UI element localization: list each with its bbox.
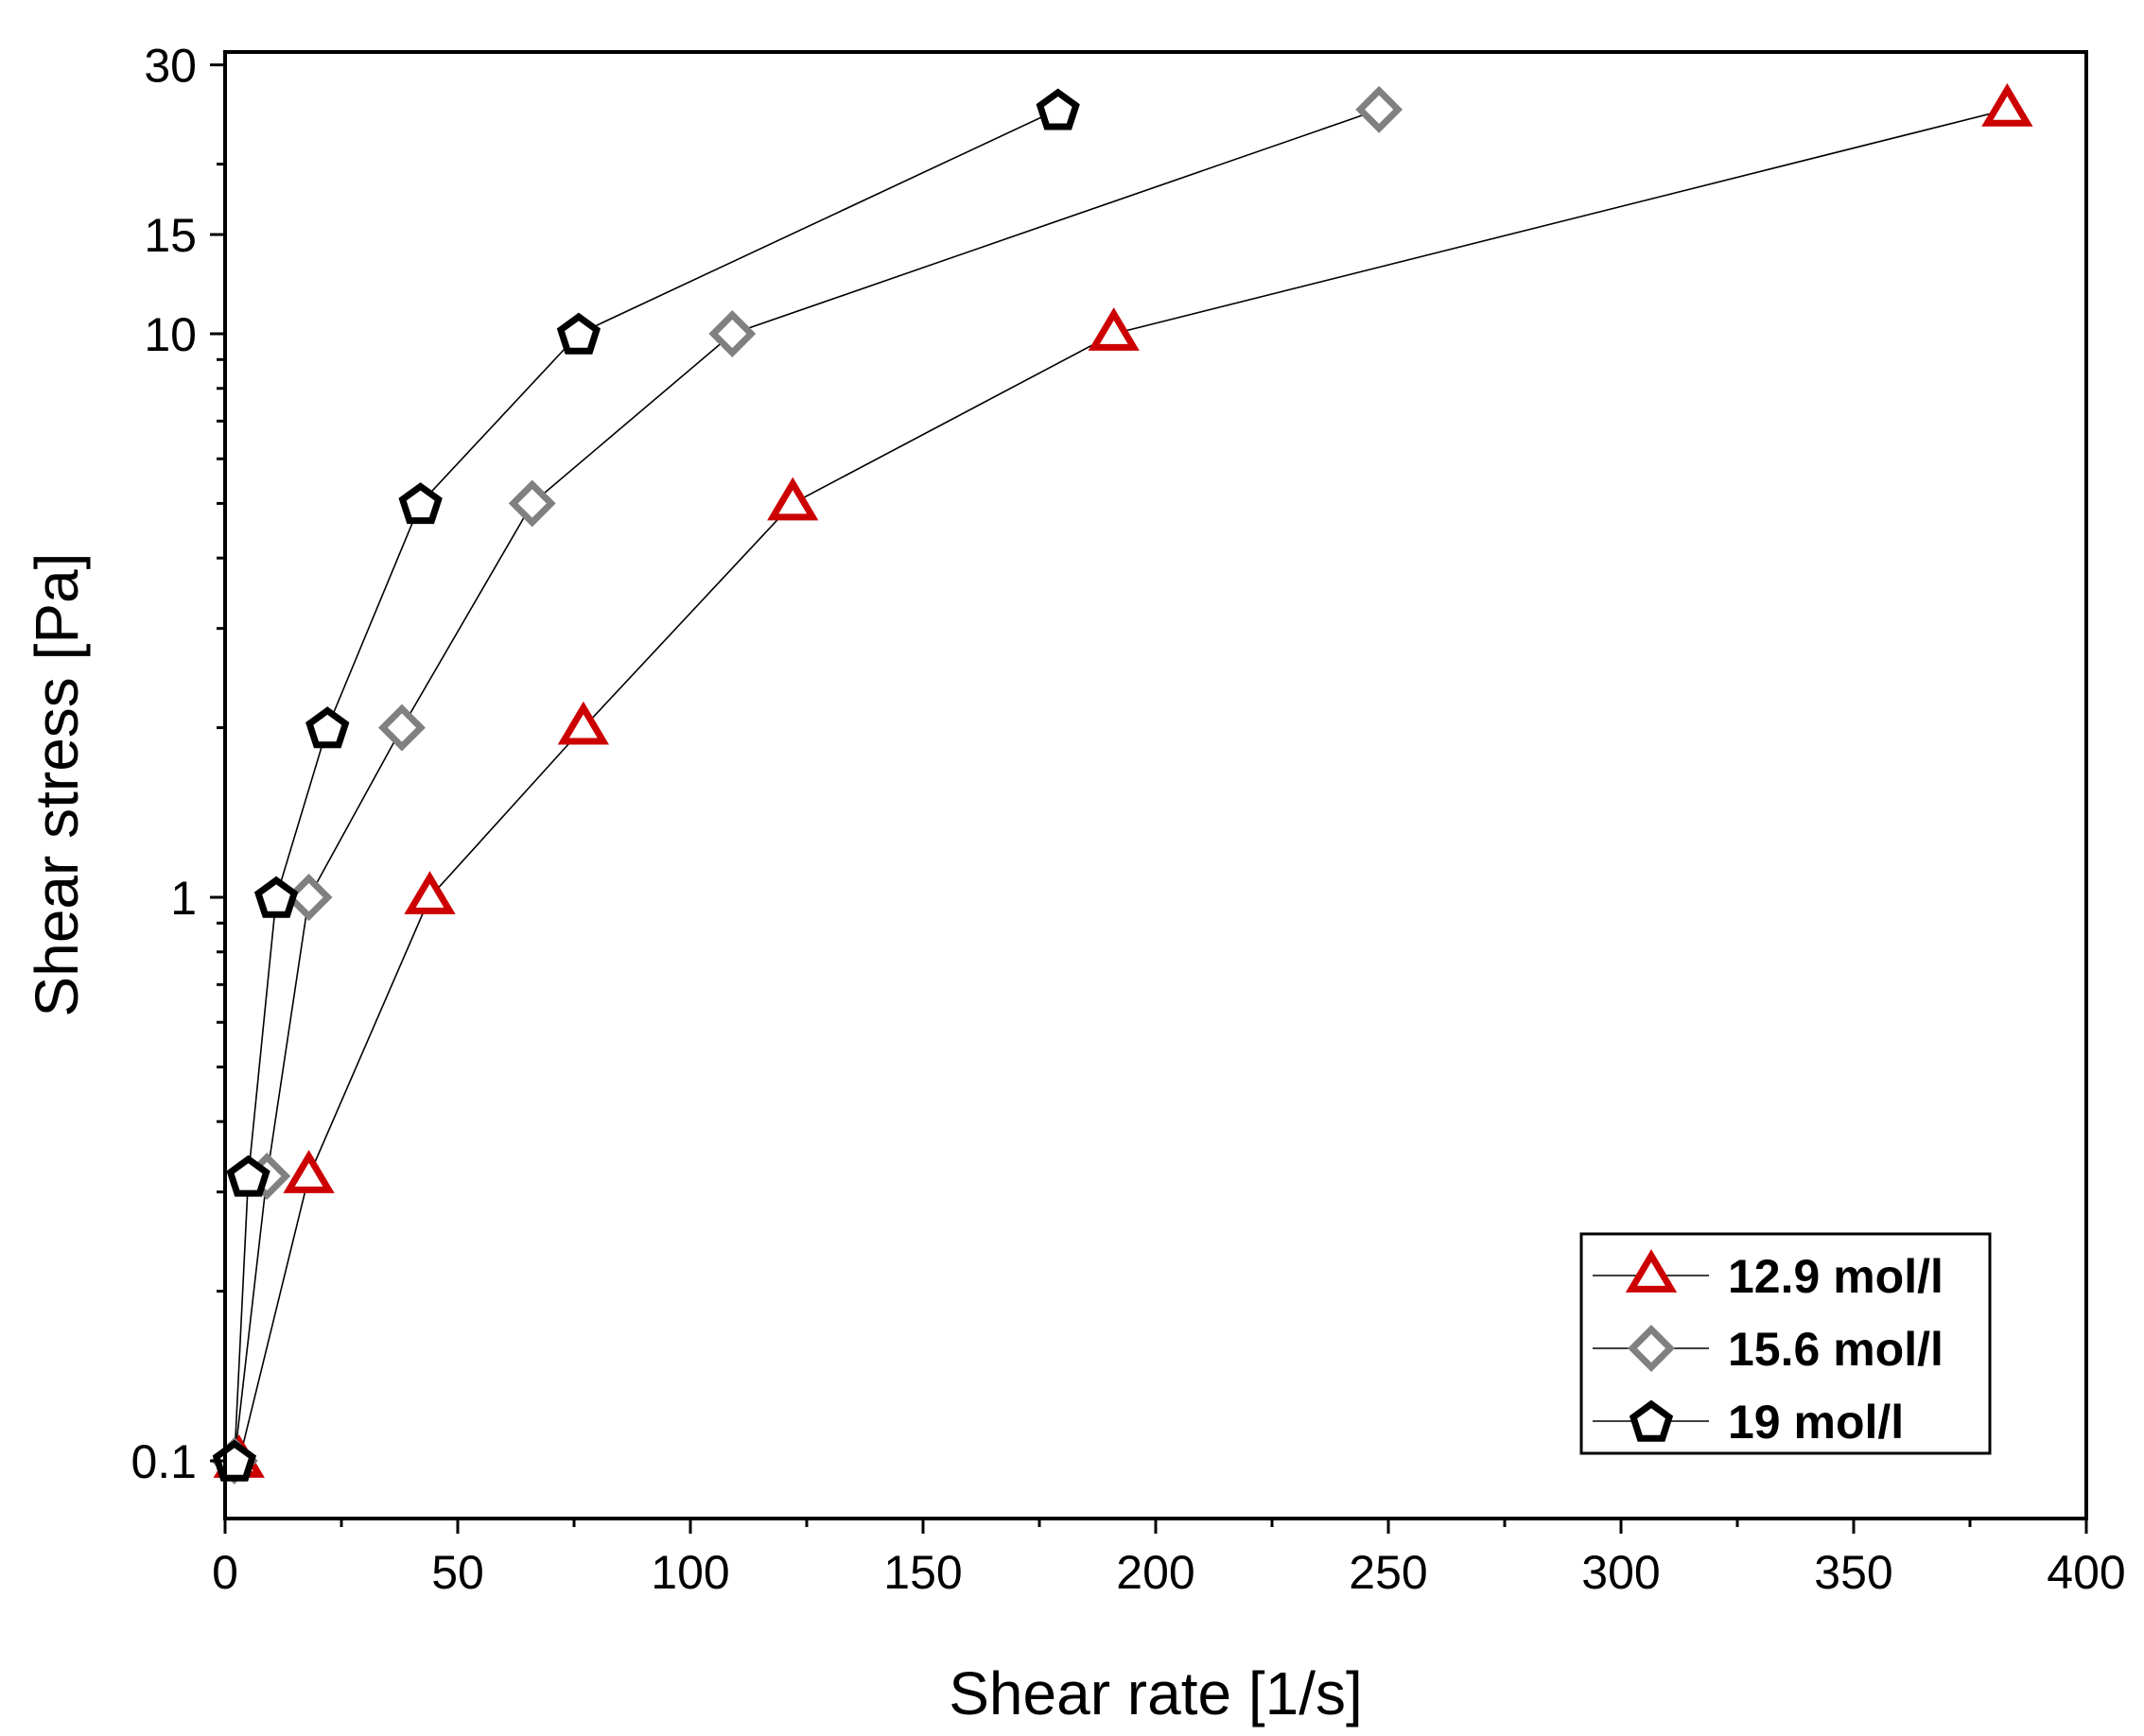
data-point	[404, 871, 456, 914]
data-point	[557, 701, 609, 745]
y-tick-label: 15	[144, 209, 197, 262]
x-tick-label: 350	[1814, 1546, 1892, 1599]
y-axis-title: Shear stress [Pa]	[23, 553, 91, 1017]
y-tick-label: 1	[170, 872, 197, 925]
x-tick-label: 100	[651, 1546, 729, 1599]
data-point	[767, 477, 819, 521]
data-point	[1981, 82, 2033, 127]
axes-layer: 0 50 100 150 200 250 300 350 400 0.1 1 10 15 30	[131, 40, 2125, 1599]
data-point	[253, 876, 299, 918]
legend: 12.9 mol/l 15.6 mol/l 19 mol/l	[1579, 1232, 1992, 1455]
plot-frame	[223, 50, 2088, 1520]
legend-label: 12.9 mol/l	[1728, 1250, 1944, 1303]
data-point	[708, 310, 757, 357]
series-layer	[210, 82, 2033, 1484]
y-tick-label: 30	[144, 40, 197, 93]
x-axis-title: Shear rate [1/s]	[949, 1659, 1363, 1727]
x-tick-label: 0	[212, 1546, 238, 1599]
legend-entries: 12.9 mol/l 15.6 mol/l 19 mol/l	[1593, 1249, 1944, 1449]
data-point	[508, 479, 556, 528]
series-markers-triangle	[213, 82, 2033, 1478]
legend-label: 15.6 mol/l	[1728, 1323, 1944, 1376]
x-tick-label: 400	[2047, 1546, 2125, 1599]
x-tick-label: 250	[1349, 1546, 1427, 1599]
legend-marker	[1625, 1249, 1678, 1293]
data-point	[1036, 88, 1080, 130]
y-tick-label: 0.1	[131, 1435, 197, 1488]
y-tick-label: 10	[144, 308, 197, 361]
data-point	[398, 482, 443, 525]
x-tick-label: 50	[431, 1546, 484, 1599]
legend-label: 19 mol/l	[1728, 1396, 1904, 1449]
data-point	[1088, 307, 1140, 351]
x-tick-label: 150	[883, 1546, 962, 1599]
data-point	[305, 706, 350, 749]
series-markers-pentagon	[212, 88, 1080, 1482]
x-tick-label: 200	[1116, 1546, 1194, 1599]
data-point	[283, 1150, 335, 1193]
data-point	[556, 312, 601, 355]
data-point	[1355, 85, 1403, 133]
data-point	[378, 703, 426, 752]
legend-marker	[1628, 1325, 1675, 1372]
x-tick-label: 300	[1581, 1546, 1660, 1599]
data-point	[226, 1154, 270, 1197]
legend-marker	[1629, 1399, 1674, 1442]
